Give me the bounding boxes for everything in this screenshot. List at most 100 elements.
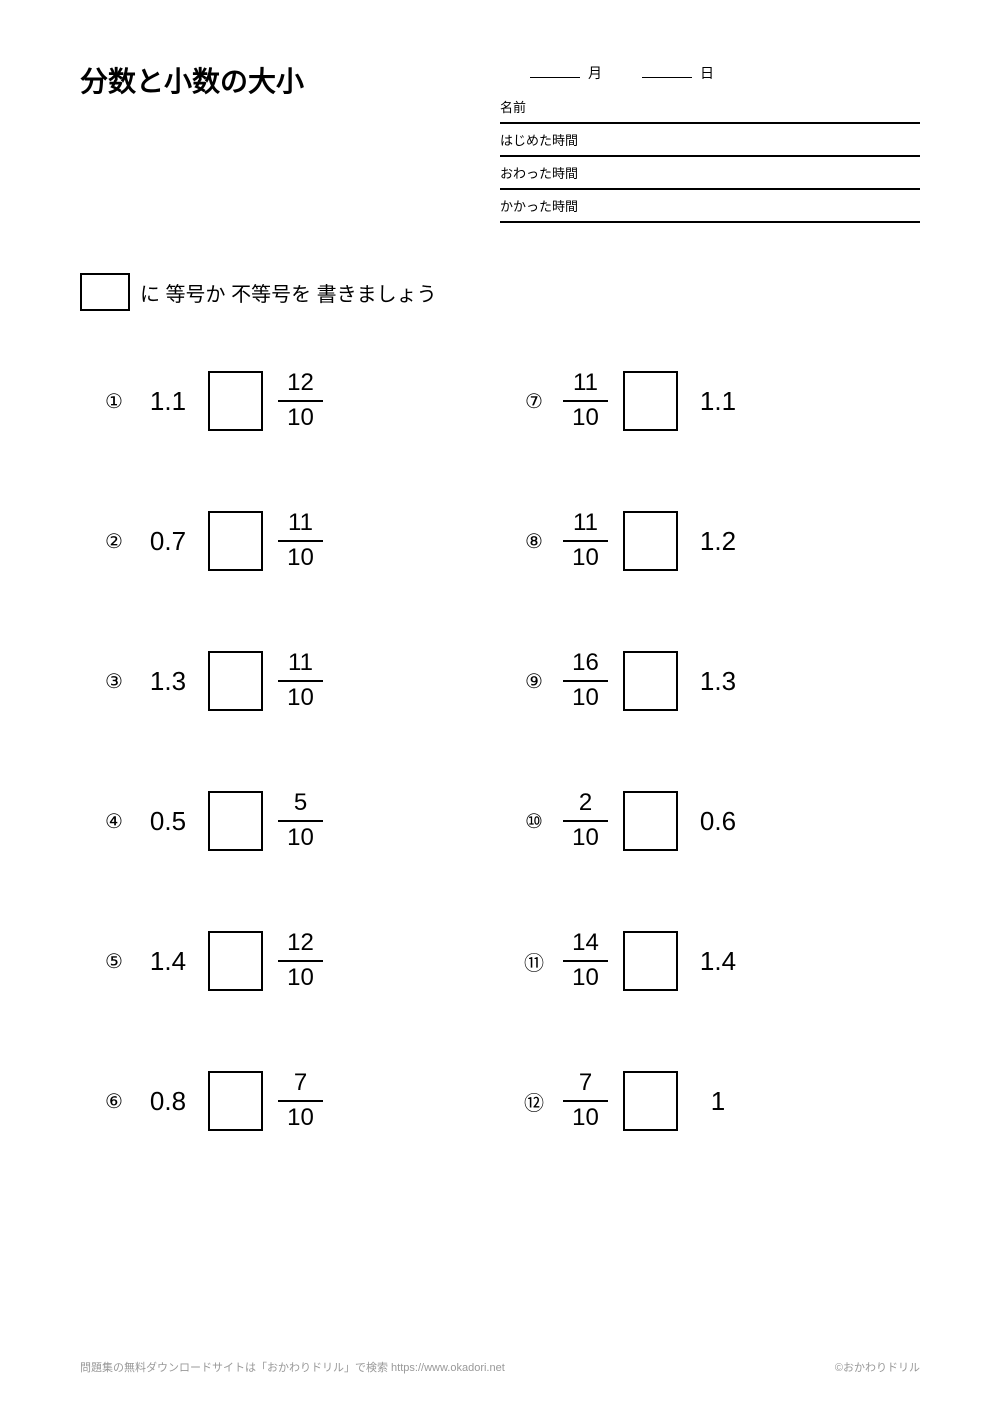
- answer-box[interactable]: [208, 371, 263, 431]
- answer-box[interactable]: [208, 791, 263, 851]
- denominator: 10: [287, 684, 314, 713]
- problems-grid: ①1.11210②0.71110③1.31110④0.5510⑤1.41210⑥…: [80, 361, 920, 1141]
- instruction: に 等号か 不等号を 書きましょう: [80, 273, 920, 311]
- decimal-value: 1.1: [143, 386, 193, 417]
- denominator: 10: [572, 824, 599, 853]
- answer-box[interactable]: [623, 511, 678, 571]
- problem-row: ⑧11101.2: [520, 501, 900, 581]
- problem-number: ①: [100, 389, 128, 414]
- answer-box[interactable]: [208, 651, 263, 711]
- fraction-line: [563, 680, 608, 682]
- problem-row: ⑩2100.6: [520, 781, 900, 861]
- answer-box[interactable]: [208, 511, 263, 571]
- decimal-value: 1.3: [143, 666, 193, 697]
- problem-row: ③1.31110: [100, 641, 480, 721]
- answer-box[interactable]: [623, 371, 678, 431]
- numerator: 12: [287, 929, 314, 958]
- problem-number: ⑤: [100, 949, 128, 974]
- fraction-line: [278, 400, 323, 402]
- numerator: 16: [572, 649, 599, 678]
- decimal-value: 1.4: [143, 946, 193, 977]
- decimal-value: 0.8: [143, 1086, 193, 1117]
- day-line[interactable]: [642, 60, 692, 78]
- problem-row: ⑨16101.3: [520, 641, 900, 721]
- denominator: 10: [287, 544, 314, 573]
- numerator: 7: [579, 1069, 592, 1098]
- problem-number: ⑨: [520, 669, 548, 694]
- day-field: 日: [642, 60, 714, 83]
- numerator: 5: [294, 789, 307, 818]
- decimal-value: 0.7: [143, 526, 193, 557]
- numerator: 7: [294, 1069, 307, 1098]
- problem-number: ⑫: [520, 1087, 548, 1116]
- fraction-line: [563, 820, 608, 822]
- problem-row: ④0.5510: [100, 781, 480, 861]
- problem-row: ⑫7101: [520, 1061, 900, 1141]
- month-line[interactable]: [530, 60, 580, 78]
- denominator: 10: [572, 1104, 599, 1133]
- fraction: 1110: [563, 509, 608, 573]
- decimal-value: 1.2: [693, 526, 743, 557]
- answer-box[interactable]: [208, 1071, 263, 1131]
- answer-box[interactable]: [623, 791, 678, 851]
- fraction: 1110: [278, 649, 323, 713]
- fraction-line: [563, 540, 608, 542]
- fraction: 1110: [278, 509, 323, 573]
- numerator: 11: [288, 509, 313, 538]
- fraction-line: [278, 1100, 323, 1102]
- fraction: 1210: [278, 369, 323, 433]
- fraction-line: [563, 1100, 608, 1102]
- start-row: はじめた時間: [500, 124, 920, 157]
- month-label: 月: [588, 63, 602, 83]
- decimal-value: 1: [693, 1086, 743, 1117]
- footer-left: 問題集の無料ダウンロードサイトは「おかわりドリル」で検索 https://www…: [80, 1359, 505, 1375]
- fraction: 1410: [563, 929, 608, 993]
- problem-row: ⑥ 0.8 710: [100, 1061, 480, 1141]
- numerator: 11: [573, 369, 598, 398]
- date-row: 月 日: [500, 60, 920, 83]
- problem-number: ④: [100, 809, 128, 834]
- numerator: 11: [573, 509, 598, 538]
- decimal-value: 1.3: [693, 666, 743, 697]
- denominator: 10: [572, 684, 599, 713]
- answer-box[interactable]: [623, 651, 678, 711]
- header: 分数と小数の大小 月 日 名前 はじめた時間 おわった時間 かかった時間: [80, 60, 920, 223]
- answer-box[interactable]: [208, 931, 263, 991]
- duration-label: かかった時間: [500, 196, 600, 215]
- fraction-line: [563, 960, 608, 962]
- month-field: 月: [530, 60, 602, 83]
- problem-number: ⑥: [100, 1089, 128, 1114]
- problem-row: ⑤1.41210: [100, 921, 480, 1001]
- numerator: 2: [579, 789, 592, 818]
- info-table: 月 日 名前 はじめた時間 おわった時間 かかった時間: [500, 60, 920, 223]
- left-column: ①1.11210②0.71110③1.31110④0.5510⑤1.41210⑥…: [100, 361, 480, 1141]
- problem-row: ①1.11210: [100, 361, 480, 441]
- worksheet-title: 分数と小数の大小: [80, 60, 304, 100]
- answer-box[interactable]: [623, 1071, 678, 1131]
- fraction: 1610: [563, 649, 608, 713]
- decimal-value: 0.6: [693, 806, 743, 837]
- decimal-value: 1.4: [693, 946, 743, 977]
- fraction: 710: [563, 1069, 608, 1133]
- duration-row: かかった時間: [500, 190, 920, 223]
- denominator: 10: [572, 404, 599, 433]
- instruction-box: [80, 273, 130, 311]
- numerator: 12: [287, 369, 314, 398]
- right-column: ⑦11101.1⑧11101.2⑨16101.3⑩2100.6⑪14101.4⑫…: [520, 361, 900, 1141]
- name-row: 名前: [500, 91, 920, 124]
- fraction: 710: [278, 1069, 323, 1133]
- fraction-line: [278, 820, 323, 822]
- denominator: 10: [287, 404, 314, 433]
- footer-right: ©おかわりドリル: [835, 1359, 920, 1375]
- footer: 問題集の無料ダウンロードサイトは「おかわりドリル」で検索 https://www…: [80, 1359, 920, 1375]
- fraction: 210: [563, 789, 608, 853]
- denominator: 10: [572, 964, 599, 993]
- decimal-value: 1.1: [693, 386, 743, 417]
- problem-row: ⑦ 11 10 1.1: [520, 361, 900, 441]
- fraction-line: [278, 540, 323, 542]
- problem-row: ②0.71110: [100, 501, 480, 581]
- numerator: 11: [288, 649, 313, 678]
- decimal-value: 0.5: [143, 806, 193, 837]
- answer-box[interactable]: [623, 931, 678, 991]
- problem-number: ⑦: [520, 389, 548, 414]
